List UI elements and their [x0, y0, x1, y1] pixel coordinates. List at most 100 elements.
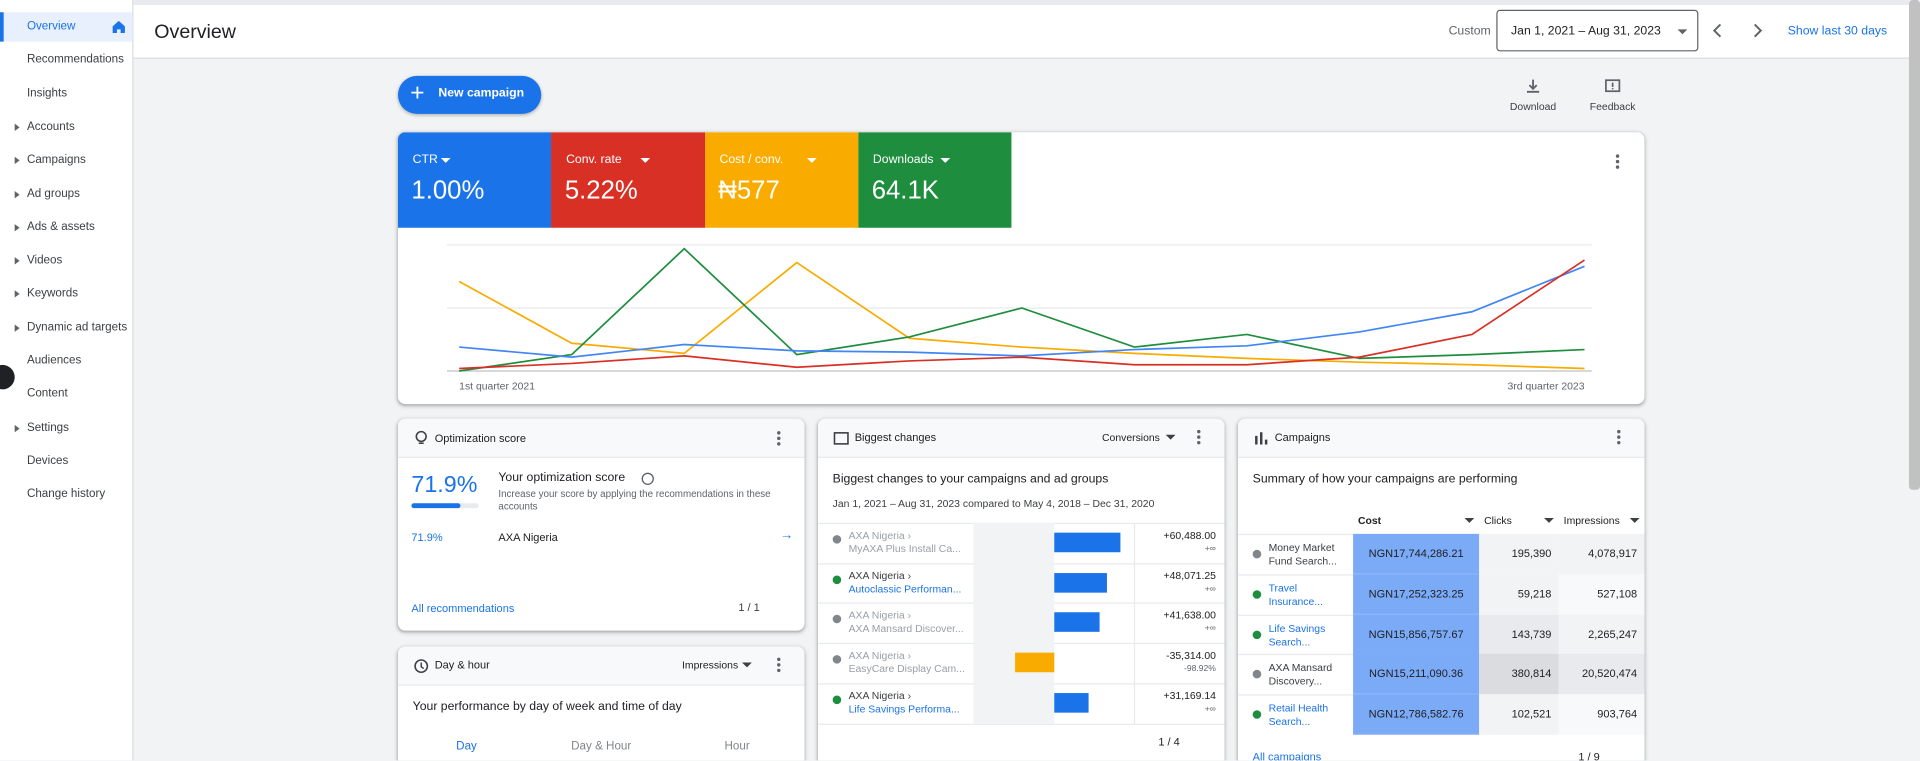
- nav-item[interactable]: Change history: [26, 487, 106, 502]
- nav-item[interactable]: Audiences: [26, 353, 82, 368]
- column-header[interactable]: Impressions: [1563, 514, 1620, 527]
- metric-tile[interactable]: Downloads 64.1K: [858, 132, 1012, 228]
- campaign-name[interactable]: Search...: [1268, 635, 1311, 648]
- icon-part: [807, 157, 818, 163]
- column-header[interactable]: Clicks: [1484, 514, 1512, 527]
- change-value: +48,071.25: [1163, 569, 1216, 582]
- card-menu[interactable]: [1609, 427, 1629, 447]
- collapse-button[interactable]: [0, 364, 15, 390]
- tab[interactable]: Day: [456, 739, 477, 754]
- tab[interactable]: Hour: [724, 739, 750, 754]
- prev[interactable]: [1708, 21, 1728, 41]
- download-icon[interactable]: [1523, 77, 1543, 97]
- expand-arrow: [14, 190, 20, 198]
- col-divider: [1133, 522, 1136, 564]
- icon-part: [833, 432, 849, 445]
- nav-item[interactable]: Devices: [26, 454, 69, 468]
- account: AXA Nigeria ›: [848, 528, 912, 542]
- nav-item[interactable]: Settings: [26, 420, 69, 435]
- campaign-name[interactable]: Insurance...: [1268, 594, 1323, 608]
- download-label[interactable]: Download: [1509, 100, 1557, 113]
- metric-select[interactable]: Impressions: [682, 658, 739, 672]
- link[interactable]: All campaigns: [1252, 750, 1322, 761]
- series-line: [459, 259, 1585, 370]
- feedback-label[interactable]: Feedback: [1589, 100, 1636, 113]
- cost: NGN12,786,582.76: [1368, 707, 1464, 721]
- change-bar: [1054, 532, 1121, 553]
- nav-item[interactable]: Videos: [26, 253, 63, 268]
- feedback-icon[interactable]: [1603, 77, 1623, 97]
- nav-item[interactable]: Content: [26, 387, 68, 401]
- cost-cell: [1353, 654, 1480, 695]
- cost-cell: [1353, 694, 1480, 735]
- metric-tile[interactable]: Conv. rate 5.22%: [551, 132, 705, 228]
- status-dot: [832, 615, 842, 624]
- campaign-name[interactable]: Retail Health: [1268, 701, 1329, 715]
- show-last[interactable]: Show last 30 days: [1787, 24, 1888, 38]
- row-name[interactable]: AXA Mansard Discover...: [848, 622, 964, 635]
- status-dot: [832, 695, 842, 704]
- metric-name: Cost / conv.: [719, 153, 784, 167]
- arrow[interactable]: →: [780, 527, 794, 543]
- card-title: Day & hour: [434, 658, 490, 672]
- new-campaign-button[interactable]: + New campaign: [397, 75, 542, 114]
- row-line: [1237, 654, 1354, 656]
- sort: [1625, 511, 1645, 531]
- metric-tile[interactable]: CTR 1.00%: [397, 132, 552, 228]
- bc-period: Jan 1, 2021 – Aug 31, 2023 compared to M…: [832, 497, 1155, 510]
- campaign-name[interactable]: Fund Search...: [1268, 554, 1337, 567]
- date-range[interactable]: Jan 1, 2021 – Aug 31, 2023: [1496, 9, 1699, 52]
- icon-part: [1629, 517, 1640, 523]
- nav-item[interactable]: Overview: [26, 19, 76, 34]
- impr-cell: [1558, 654, 1645, 695]
- card-menu[interactable]: [1608, 152, 1628, 172]
- pager[interactable]: 1 / 1: [738, 601, 760, 614]
- nav-item[interactable]: Ad groups: [26, 186, 80, 201]
- campaign-name[interactable]: Money Market: [1268, 541, 1335, 554]
- opt-desc: Increase your score by applying the reco…: [498, 488, 771, 512]
- icon-part: [641, 472, 654, 485]
- row-name[interactable]: Life Savings Performa...: [848, 702, 960, 715]
- icon-part: [1677, 29, 1688, 35]
- campaign-name[interactable]: AXA Mansard: [1268, 661, 1333, 674]
- nav-item[interactable]: Insights: [26, 86, 68, 100]
- pager[interactable]: 1 / 9: [1578, 750, 1600, 761]
- campaign-name[interactable]: Discovery...: [1268, 675, 1323, 688]
- metric-select[interactable]: Conversions: [1102, 431, 1160, 444]
- card-menu[interactable]: [769, 655, 789, 675]
- row-name[interactable]: EasyCare Display Cam...: [848, 662, 965, 675]
- change-value: +31,169.14: [1163, 689, 1216, 702]
- column-header[interactable]: Cost: [1357, 514, 1382, 527]
- tab[interactable]: Day & Hour: [571, 739, 632, 754]
- row-name[interactable]: Autoclassic Performan...: [848, 582, 962, 595]
- nav-item[interactable]: Dynamic ad targets: [26, 320, 128, 334]
- link[interactable]: All recommendations: [411, 602, 515, 615]
- nav-item[interactable]: Ads & assets: [26, 220, 95, 234]
- nav-item[interactable]: Accounts: [26, 119, 75, 134]
- pager[interactable]: 1 / 4: [1158, 735, 1180, 749]
- icon-part: [1526, 79, 1540, 93]
- campaign-name[interactable]: Search...: [1268, 715, 1311, 728]
- icon-part: [777, 431, 781, 446]
- card-menu[interactable]: [769, 429, 789, 449]
- metric-tile[interactable]: Cost / conv. ₦577: [704, 132, 859, 228]
- biggest-changes-card: Biggest changes Conversions Biggest change…: [817, 418, 1225, 761]
- nav-item[interactable]: Keywords: [26, 287, 79, 301]
- status-dot: [1252, 589, 1262, 599]
- icon-part: [1615, 154, 1620, 158]
- cost: NGN15,211,090.36: [1369, 667, 1464, 681]
- help: [638, 469, 658, 489]
- card-menu[interactable]: [1189, 427, 1209, 447]
- expand-arrow: [14, 257, 20, 265]
- next[interactable]: [1747, 21, 1767, 41]
- clicks: 102,521: [1511, 707, 1552, 721]
- plus: +: [410, 79, 425, 107]
- campaign-name[interactable]: Travel: [1268, 581, 1298, 594]
- nav-item[interactable]: Campaigns: [26, 153, 86, 167]
- campaign-name[interactable]: Life Savings: [1268, 621, 1326, 634]
- nav-item[interactable]: Recommendations: [26, 53, 124, 67]
- icon-part: [1615, 154, 1620, 169]
- row-name[interactable]: MyAXA Plus Install Ca...: [848, 542, 961, 555]
- line-chart: [446, 244, 1592, 372]
